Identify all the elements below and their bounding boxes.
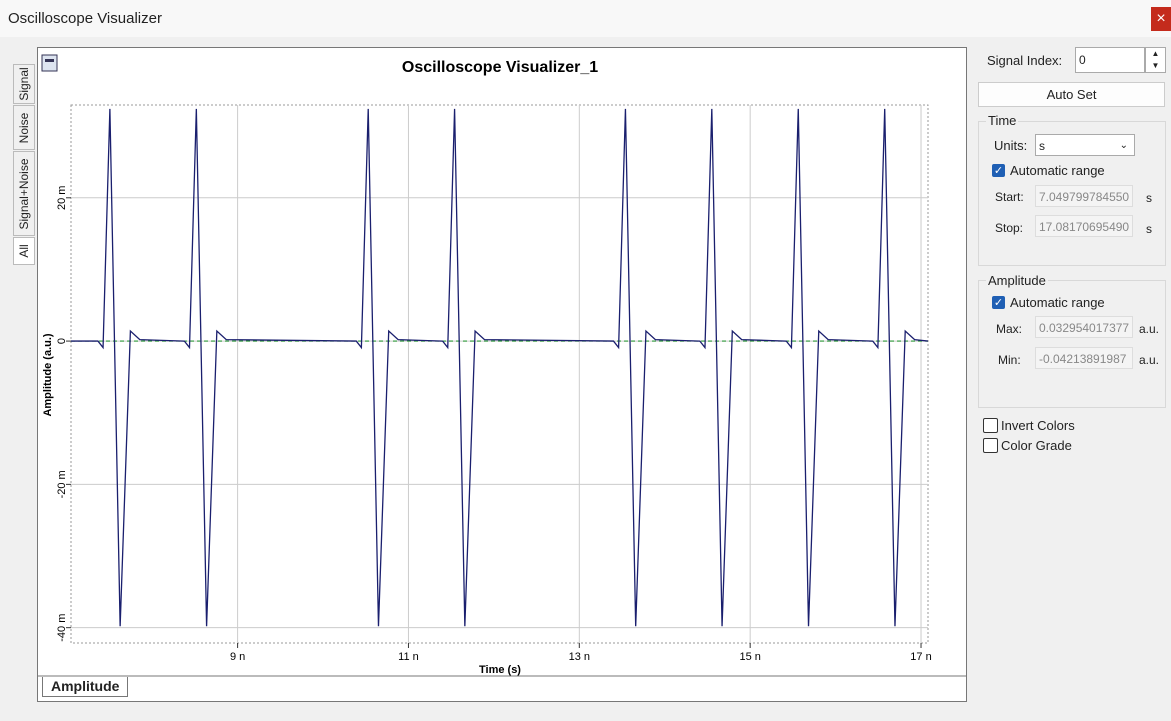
label: Units: [994,138,1028,153]
min-field[interactable]: -0.04213891987 [1035,347,1133,369]
side-tab[interactable]: Noise [13,105,35,150]
checkbox-label: Color Grade [1001,438,1072,453]
chart-icon[interactable] [41,54,58,72]
label: Stop: [995,221,1024,235]
x-tick-label: 11 n [398,651,419,663]
units-dropdown[interactable]: s ⌄ [1035,134,1135,156]
side-tab[interactable]: All [13,237,35,265]
checkbox[interactable] [983,418,998,433]
start-field[interactable]: 7.049799784550 [1035,185,1133,207]
group-title: Time [986,113,1019,128]
label: Start: [995,190,1024,204]
chart-icon-part [45,59,54,62]
window-title: Oscilloscope Visualizer [8,10,162,27]
chart-title: Oscilloscope Visualizer_1 [402,59,598,76]
checkbox-label: Automatic range [1010,163,1105,178]
checkbox[interactable]: ✓ [992,164,1005,177]
side-tab-label: Signal+Noise [17,157,31,230]
close-button[interactable]: × [1151,7,1171,31]
group-title: Amplitude [986,273,1048,288]
title-bar [0,0,1171,37]
y-tick-label: -40 m [56,614,68,642]
side-tab-label: Signal [17,67,31,101]
unit-label: s [1146,191,1152,205]
max-field[interactable]: 0.032954017377 [1035,316,1133,338]
y-tick-label: 0 [56,338,68,344]
x-tick-label: 9 n [230,651,245,663]
amplitude-group [978,280,1166,408]
label: Max: [996,322,1023,336]
dropdown-value: s [1039,139,1045,153]
spinner[interactable]: ▲ ▼ [1145,47,1166,73]
x-tick-label: 17 n [910,651,931,663]
unit-label: s [1146,222,1152,236]
bottom-tab[interactable]: Amplitude [42,677,128,697]
y-tick-label: -20 m [56,470,68,498]
x-tick-label: 13 n [569,651,590,663]
y-axis-label: Amplitude (a.u.) [42,333,54,416]
checkbox-label: Automatic range [1010,295,1105,310]
auto-set-button[interactable]: Auto Set [978,82,1165,107]
checkbox[interactable] [983,438,998,453]
y-tick-label: 20 m [56,186,68,210]
chart: Oscilloscope Visualizer_1 Time (s) Ampli… [38,54,966,677]
label: Min: [998,353,1021,367]
time-group [978,121,1166,266]
stop-field[interactable]: 17.08170695490 [1035,215,1133,237]
x-axis-label: Time (s) [479,664,521,676]
side-tab-label: All [17,244,31,258]
side-tab-label: Noise [17,112,31,143]
signal-index-input[interactable]: 0 [1075,47,1145,73]
side-tab[interactable]: Signal [13,64,35,104]
checkbox[interactable]: ✓ [992,296,1005,309]
side-tab[interactable]: Signal+Noise [13,151,35,236]
plot-area [70,104,929,644]
checkbox-label: Invert Colors [1001,418,1075,433]
label: Signal Index: [987,53,1063,68]
series-line [71,108,928,627]
unit-label: a.u. [1139,353,1160,367]
x-tick-label: 15 n [739,651,760,663]
unit-label: a.u. [1139,322,1160,336]
